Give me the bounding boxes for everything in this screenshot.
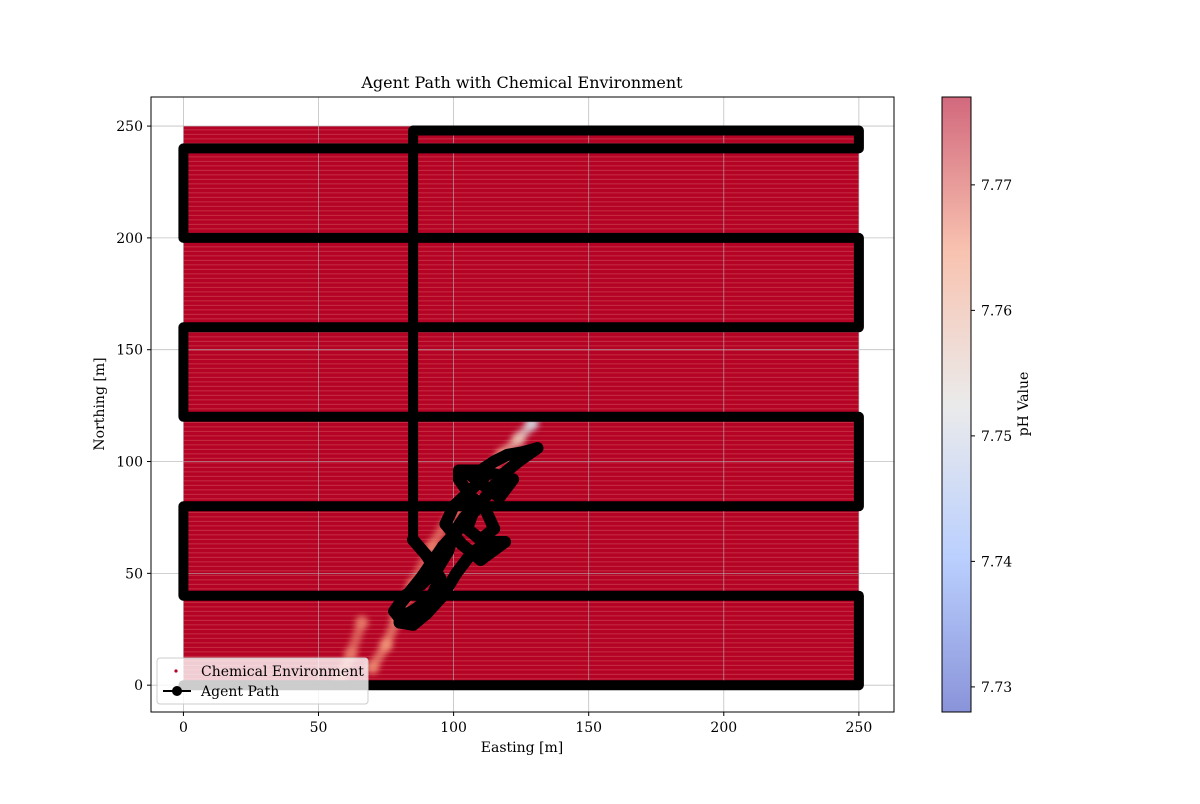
plot-frame bbox=[150, 96, 895, 713]
x-tick-label: 50 bbox=[310, 720, 328, 736]
colorbar-gradient bbox=[942, 97, 971, 712]
y-tick-label: 200 bbox=[116, 231, 143, 247]
legend-label-chemical-environment: Chemical Environment bbox=[201, 664, 364, 680]
chemical-field-tint bbox=[183, 126, 859, 686]
y-tick-label: 50 bbox=[125, 566, 143, 582]
agent-path-point bbox=[458, 511, 471, 524]
agent-path-point bbox=[463, 549, 476, 562]
plume-point bbox=[365, 660, 380, 675]
agent-path-point bbox=[404, 585, 417, 598]
x-tick-label: 150 bbox=[575, 720, 602, 736]
colorbar-label: pH Value bbox=[1016, 372, 1032, 437]
agent-path-point bbox=[439, 518, 452, 531]
agent-path-point bbox=[407, 618, 420, 631]
agent-path-point bbox=[482, 486, 495, 499]
legend: Chemical Environment Agent Path bbox=[156, 657, 369, 705]
legend-marker-agent-path-dot bbox=[172, 686, 182, 696]
y-tick-label: 250 bbox=[116, 119, 143, 135]
y-tick-label: 150 bbox=[116, 343, 143, 359]
colorbar-tick-label: 7.76 bbox=[981, 303, 1012, 319]
agent-path-point bbox=[474, 553, 487, 566]
colorbar-tick-label: 7.77 bbox=[981, 178, 1012, 194]
agent-path-point bbox=[469, 504, 482, 517]
agent-path-point bbox=[466, 482, 479, 495]
agent-path-point bbox=[496, 468, 509, 481]
agent-path-point bbox=[480, 536, 493, 549]
x-axis-ticks: 0 50 100 150 200 250 bbox=[179, 712, 872, 736]
x-tick-label: 250 bbox=[846, 720, 873, 736]
chart-title: Agent Path with Chemical Environment bbox=[360, 73, 683, 92]
agent-path-point bbox=[501, 448, 514, 461]
agent-path-layer bbox=[178, 125, 864, 691]
legend-box bbox=[156, 657, 369, 705]
agent-path-point bbox=[493, 491, 506, 504]
colorbar-tick-label: 7.73 bbox=[981, 680, 1012, 696]
agent-path-point bbox=[453, 473, 466, 486]
agent-path-point bbox=[512, 455, 525, 468]
agent-path-point bbox=[393, 616, 406, 629]
agent-path-point bbox=[420, 607, 433, 620]
colorbar-ticks: 7.73 7.74 7.75 7.76 7.77 bbox=[971, 178, 1012, 696]
y-axis-label: Northing [m] bbox=[92, 357, 108, 450]
agent-path-point bbox=[458, 464, 471, 477]
agent-path-point bbox=[498, 536, 511, 549]
agent-path-point bbox=[507, 473, 520, 486]
agent-path-point bbox=[453, 522, 466, 535]
agent-path-point bbox=[455, 538, 468, 551]
agent-path-point bbox=[488, 522, 501, 535]
y-tick-label: 100 bbox=[116, 455, 143, 471]
x-tick-label: 100 bbox=[440, 720, 467, 736]
colorbar-tick-label: 7.74 bbox=[981, 554, 1012, 570]
colorbar-frame bbox=[941, 96, 972, 713]
agent-path-point bbox=[447, 500, 460, 513]
agent-path-point bbox=[425, 589, 438, 602]
agent-path-point bbox=[425, 556, 438, 569]
legend-label-agent-path: Agent Path bbox=[200, 684, 279, 700]
agent-path-point bbox=[436, 540, 449, 553]
agent-path-point bbox=[393, 598, 406, 611]
y-axis-ticks: 0 50 100 150 200 250 bbox=[116, 119, 151, 694]
agent-path-point bbox=[409, 603, 422, 616]
x-tick-label: 0 bbox=[179, 720, 188, 736]
agent-path-point bbox=[436, 589, 449, 602]
agent-path-point bbox=[531, 442, 544, 455]
chemical-environment-layer bbox=[183, 126, 859, 686]
agent-path-point bbox=[488, 455, 501, 468]
colorbar-tick-label: 7.75 bbox=[981, 429, 1012, 445]
agent-path-point bbox=[415, 571, 428, 584]
colorbar: 7.73 7.74 7.75 7.76 7.77 pH Value bbox=[941, 96, 1032, 713]
agent-path-point bbox=[482, 466, 495, 479]
x-tick-label: 200 bbox=[710, 720, 737, 736]
agent-path-point bbox=[407, 533, 420, 546]
x-axis-label: Easting [m] bbox=[481, 740, 563, 756]
agent-path-point bbox=[480, 504, 493, 517]
agent-path-point bbox=[450, 567, 463, 580]
y-tick-label: 0 bbox=[134, 678, 143, 694]
legend-marker-chemical-environment bbox=[174, 669, 178, 673]
